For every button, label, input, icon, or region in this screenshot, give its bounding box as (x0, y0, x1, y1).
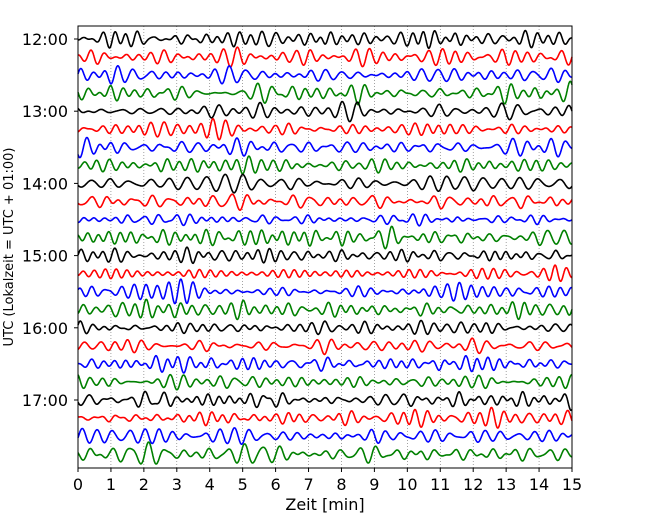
plot-area-background (78, 26, 572, 468)
x-tick-label-3: 3 (172, 475, 182, 494)
x-tick-label-2: 2 (139, 475, 149, 494)
trace-1445 (77, 225, 573, 250)
trace-1345 (77, 155, 573, 175)
x-tick-label-8: 8 (336, 475, 346, 494)
trace-1415 (77, 193, 573, 211)
y-tick-label-0: 12:00 (22, 30, 68, 49)
x-tick-label-9: 9 (369, 475, 379, 494)
trace-1615 (77, 337, 573, 356)
x-tick-label-0: 0 (73, 475, 83, 494)
trace-1430 (77, 213, 573, 227)
plot-area-frame (77, 25, 573, 469)
trace-1630 (77, 354, 573, 374)
trace-1330 (77, 136, 573, 159)
x-tick-label-6: 6 (271, 475, 281, 494)
y-tick-label-2: 14:00 (22, 174, 68, 193)
y-tick-label-3: 15:00 (22, 247, 68, 266)
x-tick-label-13: 13 (496, 475, 516, 494)
x-tick-label-15: 15 (562, 475, 582, 494)
traces-group (77, 29, 573, 465)
y-axis-ticks: 12:00 13:00 14:00 15:00 16:00 17:00 (22, 30, 78, 410)
x-tick-label-1: 1 (106, 475, 116, 494)
y-tick-label-5: 17:00 (22, 391, 68, 410)
x-tick-label-4: 4 (205, 475, 215, 494)
trace-1200 (77, 29, 573, 50)
trace-1700 (77, 390, 573, 412)
x-tick-label-5: 5 (238, 475, 248, 494)
trace-1600 (77, 319, 573, 336)
trace-1645 (77, 373, 573, 391)
trace-1245 (77, 80, 573, 106)
y-tick-label-1: 13:00 (22, 102, 68, 121)
trace-1500 (77, 246, 573, 265)
trace-1715 (77, 406, 573, 429)
trace-1400 (77, 173, 573, 194)
y-axis-label: UTC (Lokalzeit = UTC + 01:00) (2, 148, 17, 347)
x-tick-label-14: 14 (529, 475, 549, 494)
trace-1745 (77, 441, 573, 465)
x-tick-label-7: 7 (303, 475, 313, 494)
trace-1215 (77, 46, 573, 68)
trace-1300 (77, 100, 573, 123)
trace-1530 (77, 278, 573, 305)
x-tick-label-11: 11 (430, 475, 450, 494)
y-tick-label-4: 16:00 (22, 319, 68, 338)
trace-1730 (77, 427, 573, 446)
x-tick-label-12: 12 (463, 475, 483, 494)
trace-1230 (77, 65, 573, 85)
x-tick-label-10: 10 (397, 475, 417, 494)
trace-1515 (77, 264, 573, 283)
trace-1315 (77, 118, 573, 141)
x-axis-label: Zeit [min] (285, 495, 364, 514)
x-axis-ticks: 0 1 2 3 4 5 6 7 8 9 10 11 12 13 14 15 (73, 468, 582, 494)
trace-1545 (77, 298, 573, 321)
